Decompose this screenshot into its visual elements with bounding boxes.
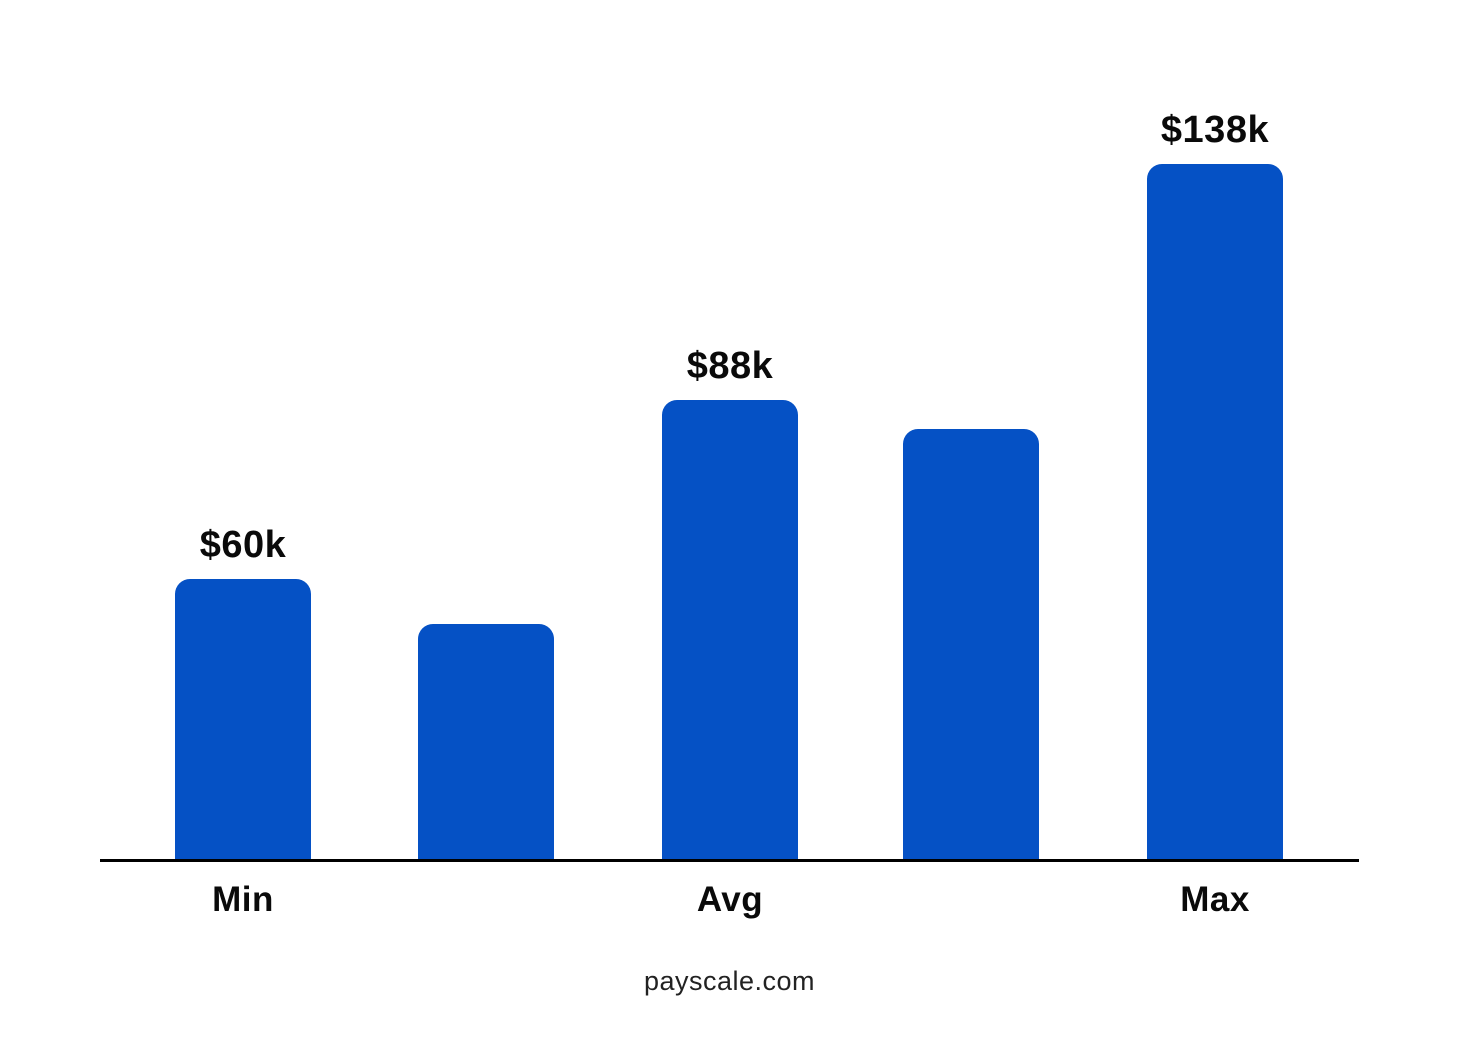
x-axis-label-avg: Avg [696, 880, 764, 919]
bar-unlabeled-2 [903, 429, 1039, 860]
bar-group-max: $138k [1147, 109, 1283, 860]
bar-min [175, 579, 311, 860]
bar-max [1147, 164, 1283, 860]
source-attribution: payscale.com [643, 966, 816, 996]
value-label-min: $60k [199, 524, 287, 566]
x-axis-label-min: Min [212, 880, 274, 919]
bar-group-unlabeled-2 [903, 429, 1039, 860]
value-label-max: $138k [1160, 109, 1270, 151]
x-axis-line [100, 859, 1359, 862]
x-axis-label-max: Max [1180, 880, 1250, 919]
bar-unlabeled-1 [418, 624, 554, 860]
bar-group-min: $60k [175, 524, 311, 860]
bar-group-avg: $88k [662, 345, 798, 860]
value-label-avg: $88k [686, 345, 774, 387]
bar-group-unlabeled-1 [418, 624, 554, 860]
bar-avg [662, 400, 798, 860]
